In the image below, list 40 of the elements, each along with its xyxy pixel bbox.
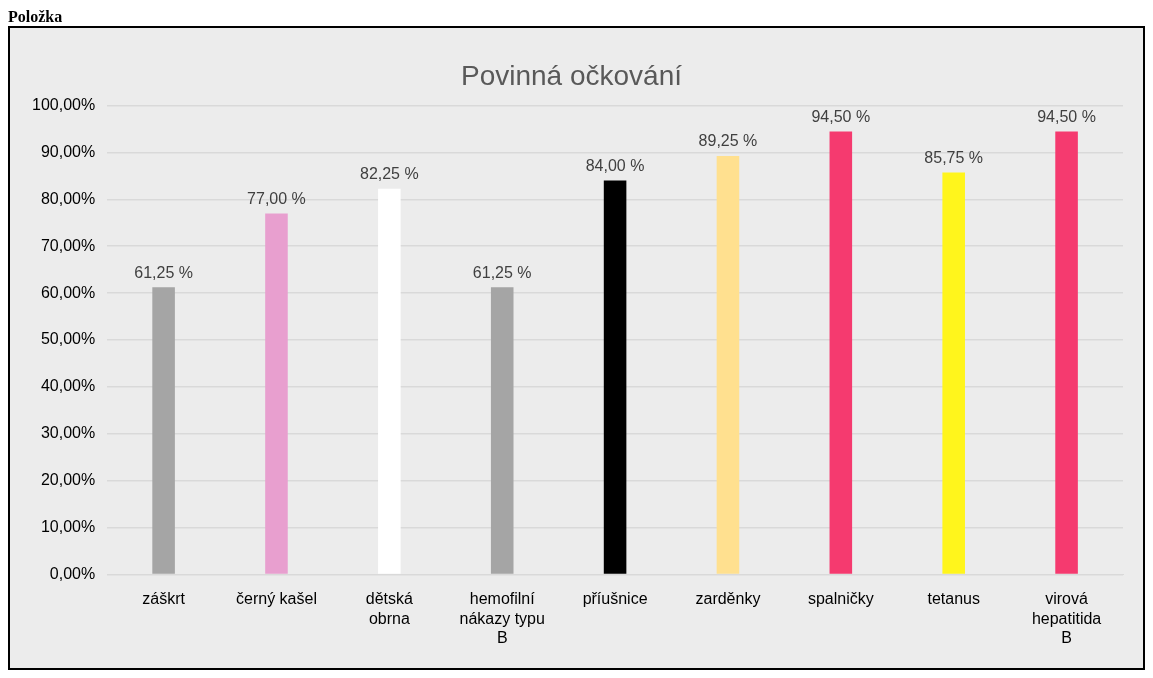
data-label: 82,25 % xyxy=(359,165,419,183)
y-tick-label: 40,00% xyxy=(40,377,96,395)
x-tick-label: virová hepatitida B xyxy=(1031,590,1102,646)
x-tick-label: zarděnky xyxy=(695,590,761,608)
y-tick-label: 80,00% xyxy=(40,189,96,207)
x-tick-label: hemofilní nákazy typu B xyxy=(459,590,545,646)
bar xyxy=(829,131,853,574)
x-tick-label: černý kašel xyxy=(236,590,317,608)
y-tick-label: 100,00% xyxy=(31,96,96,114)
data-label: 89,25 % xyxy=(698,132,758,150)
y-tick-label: 10,00% xyxy=(40,517,96,535)
data-label: 94,50 % xyxy=(811,107,871,125)
data-label: 94,50 % xyxy=(1037,107,1096,125)
data-label: 84,00 % xyxy=(585,157,645,175)
y-tick-label: 20,00% xyxy=(40,471,96,489)
bar xyxy=(603,180,627,574)
data-label: 77,00 % xyxy=(247,189,306,207)
y-tick-label: 90,00% xyxy=(40,142,96,160)
y-tick-label: 60,00% xyxy=(40,283,96,301)
x-tick-label: příušnice xyxy=(582,590,648,608)
data-label: 61,25 % xyxy=(134,263,193,281)
bar xyxy=(1055,131,1078,574)
bar xyxy=(152,287,175,574)
y-tick-label: 50,00% xyxy=(40,330,96,348)
bar xyxy=(716,156,740,574)
x-tick-label: tetanus xyxy=(927,590,980,608)
bar xyxy=(942,172,965,574)
bar xyxy=(378,188,401,574)
x-tick-label: dětská obrna xyxy=(365,590,414,627)
y-tick-label: 30,00% xyxy=(40,424,96,442)
bar xyxy=(265,213,288,574)
y-tick-label: 70,00% xyxy=(40,236,96,254)
y-tick-label: 0,00% xyxy=(49,564,96,582)
chart-title: Povinná očkování xyxy=(460,59,683,91)
bar xyxy=(490,287,514,574)
text: Položka xyxy=(8,8,64,26)
data-label: 85,75 % xyxy=(924,148,984,166)
x-tick-label: spalničky xyxy=(807,590,874,608)
data-label: 61,25 % xyxy=(472,263,532,281)
x-tick-label: záškrt xyxy=(142,590,186,608)
